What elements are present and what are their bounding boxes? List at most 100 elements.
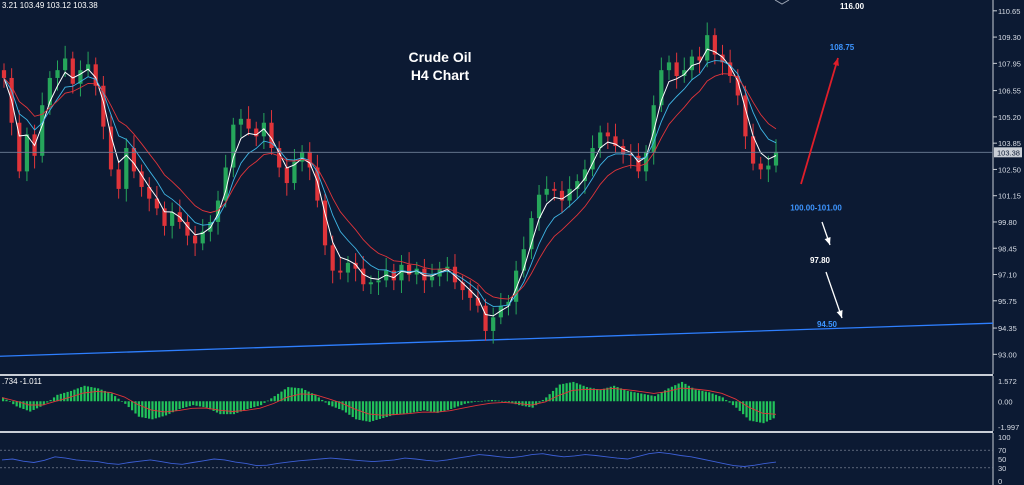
macd-histogram-bar [450,401,453,409]
macd-histogram-bar [636,392,640,402]
macd-histogram-bar [484,400,487,402]
candle-body [773,151,779,166]
current-price-tag [994,147,1022,158]
macd-histogram-bar [551,390,555,402]
macd-histogram-bar [623,389,626,402]
macd-histogram-bar [657,394,660,402]
macd-histogram-bar [144,401,147,419]
macd-histogram-bar [670,386,673,402]
current-price-line: 103.38 [0,147,1022,158]
rsi-tick-label: 50 [998,455,1006,464]
macd-histogram-bar [405,401,409,414]
candle-body [124,148,129,189]
rsi-tick-label: 70 [998,446,1006,455]
macd-histogram-bar [368,401,371,422]
rsi-tick-label: 0 [998,477,1002,485]
macd-histogram-bar [494,400,497,402]
macd-histogram-bar [653,396,656,402]
candle-body [506,301,511,306]
macd-histogram-bar [361,401,365,421]
macd-histogram-bar [344,401,348,413]
macd-histogram-bar [572,381,575,402]
macd-histogram-bar [324,401,327,403]
macd-histogram-bar [647,394,650,402]
macd-histogram-bar [246,401,249,409]
macd-histogram-bar [762,401,765,424]
macd-histogram-bar [708,392,711,402]
price-tick-labels: 110.65 109.30 107.95 106.55 105.20 103.85 102.… [993,7,1021,359]
candle-body [735,76,740,96]
macd-histogram-bar [375,401,378,420]
macd-histogram-bar [684,383,687,402]
candle-body [315,167,320,201]
candle-body [338,270,343,273]
candle-body [322,200,328,246]
macd-histogram-bar [131,401,134,411]
macd-histogram-bar [660,392,663,402]
macd-tick-label: 0.00 [998,397,1013,406]
price-tick-label: 107.95 [998,59,1021,68]
macd-histogram-bar [409,401,412,413]
macd-histogram-bar [266,400,269,402]
macd-histogram-bar [541,399,544,402]
candle-body [246,118,251,129]
candle-body [651,105,656,152]
macd-histogram-bar [49,399,52,402]
candle-body [116,169,121,189]
macd-histogram-bar [280,391,283,402]
macd-histogram-bar [212,401,215,411]
macd-histogram-bar [18,401,22,408]
candle-body [353,262,358,269]
macd-histogram-bar [270,398,273,402]
macd-histogram-bar [209,401,212,410]
macd-histogram-bar [392,401,395,416]
macd-histogram-bar [711,393,714,402]
candle-body [40,105,45,156]
macd-histogram-bar [56,394,59,402]
macd-histogram-bar [314,394,317,402]
macd-histogram-bar [772,401,775,419]
macd-histogram-bar [507,401,511,403]
candle-body [330,245,335,271]
price-tick-label: 94.35 [998,324,1017,333]
macd-histogram-bar [117,398,120,402]
macd-histogram-bar [596,389,599,402]
candle-body [590,148,595,170]
macd-histogram-bar [327,401,331,406]
macd-readout: .734 -1.011 [2,377,42,386]
macd-histogram-bar [260,401,263,406]
macd-histogram-bar [341,401,344,411]
annotation-label: 116.00 [840,2,865,11]
macd-histogram-bar [602,388,606,402]
macd-histogram-bar [718,396,721,402]
macd-histogram-bar [226,401,229,415]
macd-histogram-bar [412,401,415,413]
macd-histogram-bar [158,401,161,418]
macd-histogram-bar [463,401,466,404]
macd-histogram-bar [63,392,66,402]
macd-histogram-bar [677,383,680,402]
macd-histogram-bar [697,390,701,402]
macd-histogram-bar [389,401,392,417]
candle-body [743,95,748,137]
macd-histogram-bar [416,401,419,412]
macd-histogram-bar [334,401,337,408]
candle-body [238,118,244,125]
bearish-arrow-long-head [836,310,843,318]
macd-histogram-bar [742,401,745,415]
candle-body [376,280,381,283]
macd-histogram-bar [735,401,738,408]
macd-histogram-bar [534,401,538,406]
macd-histogram-bar [680,381,684,402]
current-price-label: 103.38 [997,148,1020,157]
macd-histogram-bar [429,401,432,412]
macd-histogram-bar [470,401,473,403]
macd-histogram-bar [433,401,436,413]
candle-body [55,70,60,78]
macd-histogram-bar [192,401,195,406]
support-trendline [0,322,994,357]
macd-histogram-bar [419,401,422,411]
candle-body [621,146,626,154]
candle-body [750,136,756,164]
